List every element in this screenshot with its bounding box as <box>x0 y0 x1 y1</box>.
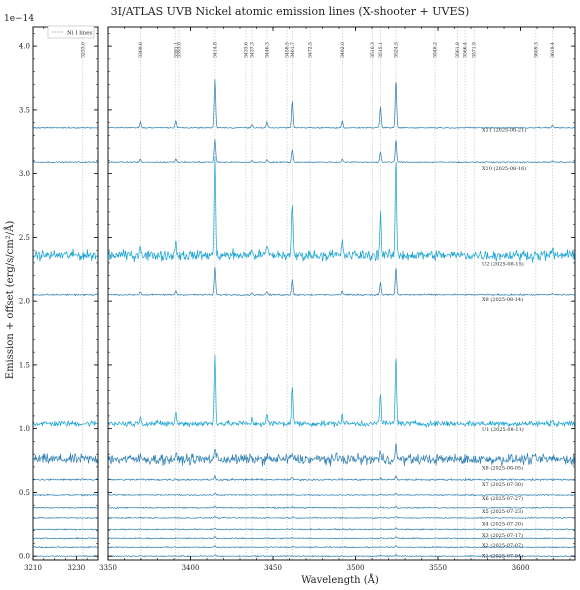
y-axis <box>108 33 575 557</box>
y-tick-label: 0.0 <box>19 553 30 561</box>
spectrum-line <box>33 293 98 297</box>
series-label: X1 (2025-07-04) <box>482 552 523 559</box>
ni-line-label: 3571.9 <box>472 42 478 58</box>
spectrum-line <box>33 126 98 130</box>
y-axis: 0.0 0.5 1.0 1.5 2.0 2.5 3.0 3.5 4.0 <box>19 33 98 561</box>
spectrum-line <box>108 492 575 497</box>
ni-line-label: 3437.3 <box>250 42 256 58</box>
legend: Ni I lines <box>47 25 95 39</box>
ni-line-label: 3391.1 <box>173 42 179 58</box>
spectrum-line <box>33 493 98 497</box>
left-panel: 3233.0 3210 3230 0.0 0.5 1.0 1.5 2.0 2.5 3.0 3.5 4.… <box>19 26 99 572</box>
y-tick-label: 3.0 <box>19 170 30 178</box>
x-tick-label: 3550 <box>429 564 447 572</box>
x-tick-label: 3450 <box>264 564 282 572</box>
spectrum-line <box>33 248 98 262</box>
y-axis-label: Emission + offset (erg/s/cm²/Å) <box>4 221 16 380</box>
ni-line-label: 3515.1 <box>378 42 384 58</box>
spectrum-line <box>108 527 575 531</box>
series-label: X4 (2025-07-20) <box>482 521 523 528</box>
chart-title: 3I/ATLAS UVB Nickel atomic emission line… <box>111 5 470 18</box>
ni-line-label: 3472.5 <box>308 42 314 58</box>
series-label: X3 (2025-07-17) <box>482 532 523 539</box>
spectrum-line <box>108 156 575 263</box>
spectrum-line <box>108 553 575 558</box>
spectrum-line <box>108 266 575 297</box>
series-label: X7 (2025-07-30) <box>482 481 523 488</box>
spectrum-line <box>33 506 98 509</box>
ni-line-label: 3414.8 <box>212 42 218 58</box>
ni-line-label: 3510.3 <box>370 42 376 58</box>
x-tick-label: 3400 <box>182 564 200 572</box>
y-tick-label: 3.5 <box>19 106 30 114</box>
y-tick-label: 4.0 <box>19 43 30 51</box>
spectrum-line <box>108 545 575 549</box>
spectrum-line <box>33 452 98 465</box>
spectrum-line <box>33 420 98 428</box>
legend-box <box>47 25 95 39</box>
spectrum-line <box>108 535 575 540</box>
x-axis-label: Wavelength (Å) <box>301 574 379 586</box>
x-tick-label: 3600 <box>512 564 530 572</box>
ni-line-label: 3433.6 <box>243 42 249 58</box>
series-label: X8 (2025-08-05) <box>482 464 523 471</box>
spectrum-line <box>33 478 98 482</box>
x-tick-label: 3500 <box>347 564 365 572</box>
y-tick-label: 1.0 <box>19 425 30 433</box>
spectrum-line <box>108 505 575 510</box>
spectrum-line <box>33 536 98 540</box>
ni-line-label: 3566.4 <box>463 42 469 58</box>
series-labels: X11 (2025-08-21) X10 (2025-08-16) U2 (2025… <box>482 127 526 560</box>
ni-line-label: 3393.0 <box>176 42 182 58</box>
spectrum-line <box>108 443 575 467</box>
ni-line-label: 3492.0 <box>340 42 346 58</box>
spectrum-line <box>108 354 575 429</box>
ni-line-markers: 3233.0 <box>80 27 86 560</box>
ni-line-label: 3446.3 <box>264 42 270 58</box>
y-tick-label: 2.5 <box>19 234 30 242</box>
series-label: X5 (2025-07-23) <box>482 508 523 515</box>
y-tick-label: 2.0 <box>19 298 30 306</box>
ni-line-label: 3233.0 <box>80 42 86 58</box>
ni-line-label: 3524.5 <box>393 42 399 58</box>
spectra <box>33 126 98 558</box>
x-tick-label: 3230 <box>67 564 85 572</box>
x-tick-label: 3210 <box>24 564 42 572</box>
x-axis: 3350 3400 3450 3500 3550 3600 <box>99 27 571 572</box>
panel-frame <box>107 26 576 561</box>
spectrum-line <box>108 139 575 164</box>
series-label: U1 (2025-08-11) <box>482 426 524 433</box>
spectrum-line <box>108 79 575 130</box>
series-label: X11 (2025-08-21) <box>482 127 526 134</box>
spectra <box>108 79 575 558</box>
series-label: X9 (2025-08-14) <box>482 296 523 303</box>
series-label: X10 (2025-08-16) <box>482 165 526 172</box>
spectrum-line <box>108 474 575 482</box>
y-tick-label: 1.5 <box>19 361 30 369</box>
ni-line-label: 3461.7 <box>290 42 296 58</box>
spectrum-line <box>33 528 98 531</box>
spectrum-line <box>33 160 98 164</box>
ni-line-label: 3548.2 <box>433 42 439 58</box>
x-tick-label: 3350 <box>99 564 117 572</box>
legend-label: Ni I lines <box>67 31 93 37</box>
ni-line-label: 3458.5 <box>285 42 291 58</box>
ni-line-label: 3609.3 <box>533 42 539 58</box>
ni-line-label: 3561.8 <box>455 42 461 58</box>
spectrum-line <box>108 515 575 520</box>
ni-line-label: 3619.4 <box>550 42 556 58</box>
spectrum-line <box>33 545 98 549</box>
y-scale-label: 1e−14 <box>4 14 34 24</box>
ni-line-label: 3369.6 <box>138 42 144 58</box>
y-tick-label: 0.5 <box>19 489 30 497</box>
series-label: X6 (2025-07-27) <box>482 495 523 502</box>
spectrum-line <box>33 516 98 520</box>
series-label: U2 (2025-08-15) <box>482 260 524 267</box>
spectrum-line <box>33 554 98 558</box>
series-label: X2 (2025-07-07) <box>482 542 523 549</box>
